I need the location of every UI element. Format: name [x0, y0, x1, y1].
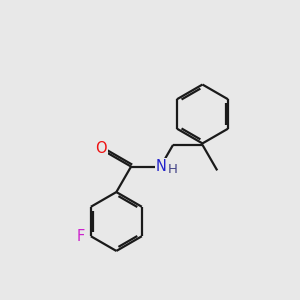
Text: F: F — [76, 229, 85, 244]
Text: N: N — [156, 159, 167, 174]
Text: O: O — [95, 141, 106, 156]
Text: H: H — [168, 163, 178, 176]
